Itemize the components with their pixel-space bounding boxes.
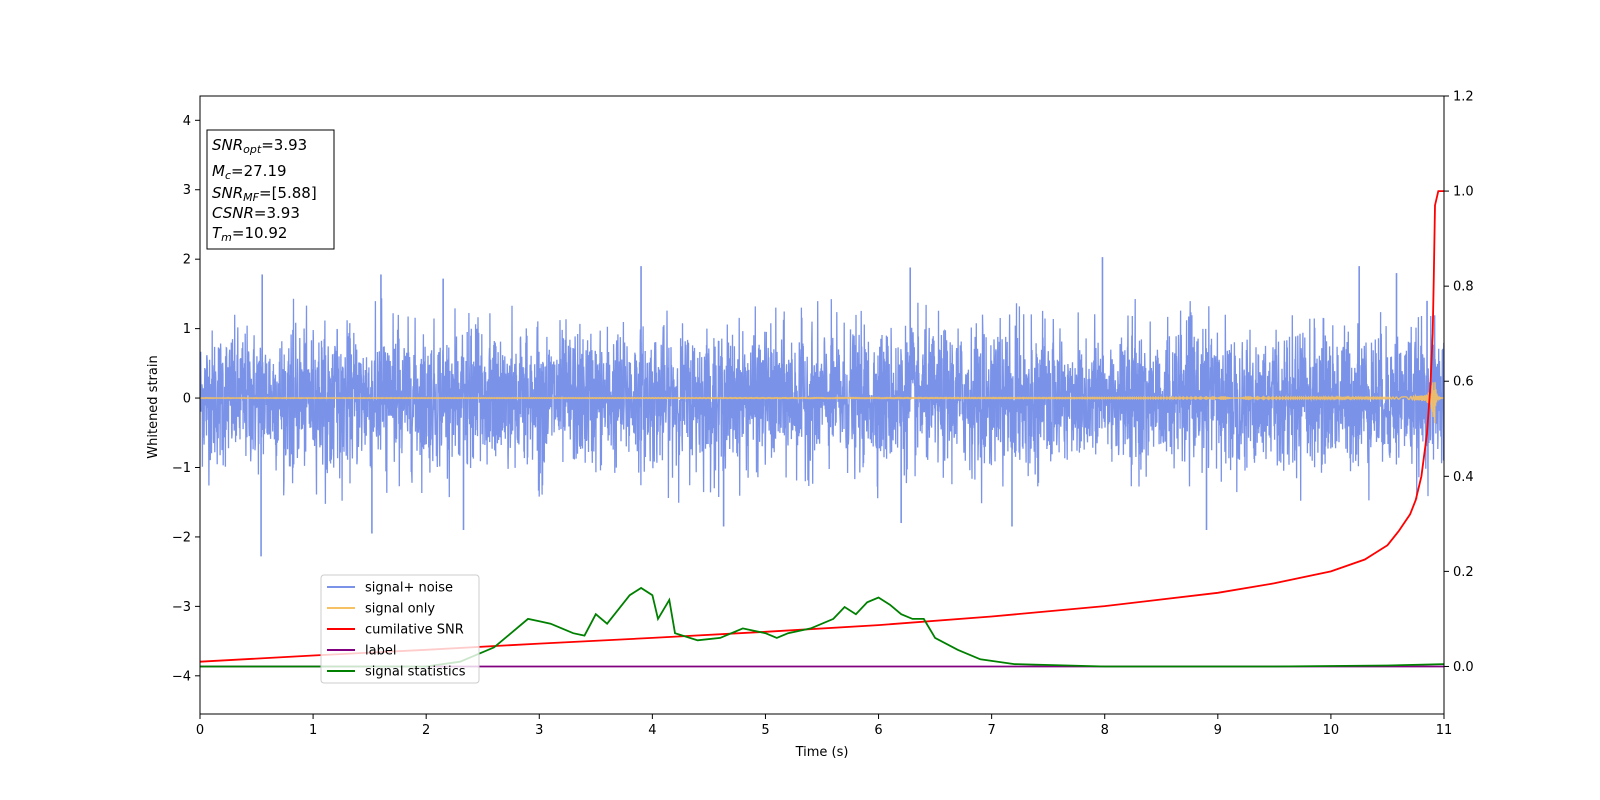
y-tick-label: 0 — [183, 392, 191, 407]
y-tick-label: 2 — [183, 253, 191, 268]
legend-label: cumilative SNR — [365, 623, 464, 638]
x-tick-label: 1 — [309, 723, 317, 738]
x-axis-title: Time (s) — [795, 745, 849, 760]
plot-frame — [199, 95, 1445, 715]
y-tick-label: −3 — [172, 600, 191, 615]
x-tick-label: 6 — [874, 723, 882, 738]
y2-tick-label: 1.2 — [1453, 90, 1474, 105]
y-tick-label: 3 — [183, 183, 191, 198]
y2-tick-label: 0.8 — [1453, 280, 1474, 295]
y2-tick-label: 1.0 — [1453, 185, 1474, 200]
y-tick-label: −1 — [172, 461, 191, 476]
y-axis-title: Whitened strain — [146, 355, 161, 458]
series-line-signal-statistics — [200, 586, 1444, 668]
x-tick-label: 8 — [1101, 723, 1109, 738]
y-tick-label: −4 — [172, 669, 191, 684]
series-layer — [200, 190, 1444, 668]
legend-item: signal statistics — [327, 665, 466, 680]
x-tick-label: 7 — [987, 723, 995, 738]
y-tick-label: 4 — [183, 114, 191, 129]
legend-label: signal statistics — [365, 665, 466, 680]
stats-annotation-box: SNRopt=3.93 Mc=27.19SNRMF=[5.88]CSNR=3.93… — [206, 129, 335, 250]
x-tick-label: 9 — [1214, 723, 1222, 738]
x-tick-label: 2 — [422, 723, 430, 738]
legend-item: label — [327, 644, 396, 659]
y2-tick-label: 0.4 — [1453, 470, 1474, 485]
legend-label: signal+ noise — [365, 581, 453, 596]
annotation-line: SNRopt=3.93 — [212, 136, 307, 156]
x-tick-label: 11 — [1436, 723, 1453, 738]
y-axis-right: 0.0 0.2 0.4 0.6 0.8 1.0 1.2 — [1444, 90, 1474, 675]
annotation-line: Tm=10.92 — [212, 224, 287, 244]
x-tick-label: 4 — [648, 723, 656, 738]
y2-tick-label: 0.2 — [1453, 565, 1474, 580]
legend: signal+ noise signal only cumilative SNR la… — [320, 574, 480, 684]
x-tick-label: 10 — [1323, 723, 1340, 738]
x-tick-label: 0 — [196, 723, 204, 738]
legend-label: label — [365, 644, 396, 659]
y-tick-label: −2 — [172, 530, 191, 545]
series-line-signal-noise — [200, 298, 1444, 504]
x-tick-label: 3 — [535, 723, 543, 738]
legend-frame — [320, 574, 480, 684]
plot-area — [199, 95, 1445, 715]
legend-label: signal only — [365, 602, 435, 617]
annotation-frame — [206, 129, 335, 250]
y-tick-label: 1 — [183, 322, 191, 337]
annotation-line: Mc=27.19 — [212, 162, 287, 182]
series-line-cumulative-snr — [200, 190, 1444, 663]
legend-item: cumilative SNR — [327, 623, 464, 638]
y2-tick-label: 0.0 — [1453, 660, 1474, 675]
annotation-line: CSNR=3.93 — [212, 204, 300, 222]
annotation-line: SNRMF=[5.88] — [212, 184, 317, 204]
x-tick-label: 5 — [761, 723, 769, 738]
series-line-signal-only — [200, 382, 1444, 424]
y2-tick-label: 0.6 — [1453, 375, 1474, 390]
y-axis-left: −4 −3 −2 −1 0 1 2 3 4 — [172, 114, 200, 684]
legend-item: signal only — [327, 602, 435, 617]
legend-item: signal+ noise — [327, 581, 453, 596]
x-axis: 0 1 2 3 4 5 6 7 8 9 10 11 — [196, 714, 1452, 738]
